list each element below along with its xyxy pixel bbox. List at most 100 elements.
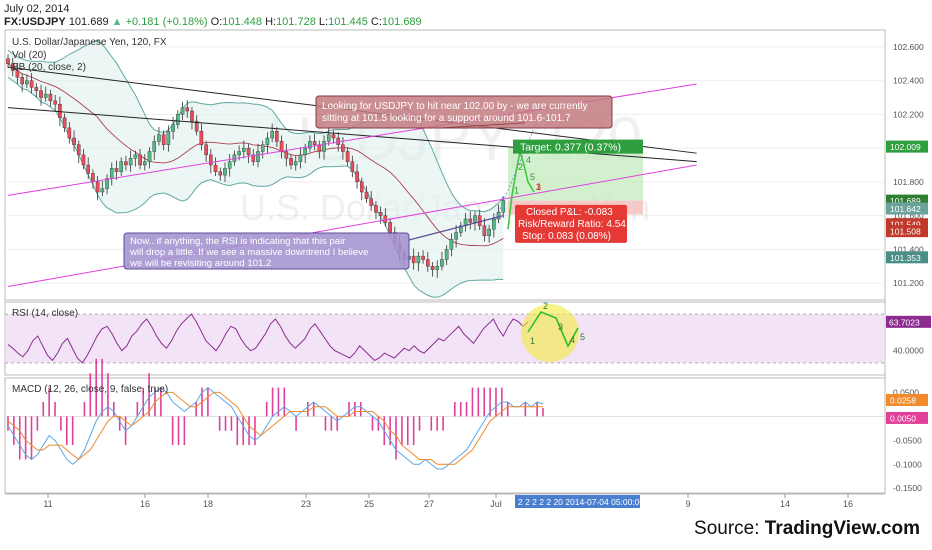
signal-line — [7, 391, 543, 465]
candle-body — [105, 178, 109, 189]
close-label: C: — [370, 16, 382, 28]
time-tick-label: 27 — [424, 499, 434, 509]
last-price: 101.689 — [68, 16, 109, 28]
rsi-pane-title: RSI (14, close) — [12, 308, 78, 319]
candle-body — [303, 147, 307, 156]
annotation-rsi-line: Now.. if anything, the RSI is indicating… — [130, 236, 346, 247]
projection-label: 2 — [518, 162, 523, 172]
projection-label: 4 — [526, 155, 531, 165]
projection-label: 1 — [514, 185, 519, 195]
price-tick-label: 101.600 — [893, 211, 924, 221]
candle-body — [312, 141, 317, 145]
close-value: 101.689 — [381, 16, 422, 28]
candle-body — [147, 151, 152, 162]
candle-body — [322, 141, 326, 152]
price-tick-label: 101.400 — [893, 244, 924, 254]
candle-body — [53, 100, 57, 105]
price-marker-label: 101.549 — [890, 220, 921, 230]
candle-body — [293, 161, 298, 166]
bollinger-lower — [7, 76, 504, 298]
candle-body — [237, 151, 241, 156]
change-up-icon: ▲ — [111, 16, 123, 28]
candle-body — [279, 141, 284, 152]
closed-pnl-label: Closed P&L: -0.083 — [526, 207, 613, 218]
rsi-projection-label: 5 — [580, 332, 585, 342]
macd-value-label: 0.0050 — [890, 413, 916, 423]
candle-body — [227, 161, 232, 169]
price-marker-label: 101.642 — [890, 204, 921, 214]
candle-body — [454, 232, 458, 240]
projection-label: 5 — [530, 172, 535, 182]
symbol-quote-line: FX:USDJPY 101.689 ▲ +0.181 (+0.18%) O:10… — [4, 16, 422, 28]
annotation-target-line: Looking for USDJPY to hit near 102.00 by… — [322, 101, 588, 112]
macd-tick-label: -0.1000 — [893, 459, 922, 469]
candle-body — [256, 151, 260, 162]
candle-body — [459, 225, 463, 233]
candle-body — [341, 144, 345, 152]
candle-body — [199, 131, 204, 145]
time-cursor-bg — [515, 495, 640, 508]
macd-pane — [4, 377, 886, 494]
candle-body — [468, 218, 473, 223]
rsi-line — [7, 313, 529, 364]
rsi-highlight — [521, 304, 579, 362]
candle-body — [496, 212, 501, 220]
projection-label: 1 — [536, 182, 541, 192]
candle-body — [270, 131, 274, 139]
candle-body — [128, 158, 133, 166]
candle-body — [91, 173, 95, 183]
candle-body — [72, 137, 76, 145]
candle-body — [119, 161, 124, 172]
candle-body — [289, 158, 293, 166]
candle-body — [58, 104, 62, 118]
candle-body — [350, 161, 355, 172]
candle-body — [6, 58, 10, 64]
candle-body — [265, 137, 270, 145]
candle-body — [242, 147, 246, 152]
time-tick-label: 18 — [203, 499, 213, 509]
candle-body — [449, 239, 454, 250]
candle-body — [171, 124, 175, 132]
candle-body — [388, 222, 392, 233]
annotation-rsi-line: will drop a little. If we see a massive … — [129, 247, 368, 258]
risk-reward-ratio-label: Risk/Reward Ratio: 4.54 — [518, 219, 626, 230]
open-label: O: — [210, 16, 223, 28]
candle-body — [114, 168, 119, 172]
candle-body — [378, 212, 383, 216]
indicator-label: BB (20, close, 2) — [12, 62, 86, 73]
candle-body — [133, 154, 138, 159]
symbol-label: FX:USDJPY — [4, 16, 66, 28]
candle-body — [194, 120, 199, 132]
candle-body — [487, 228, 491, 237]
candle-body — [142, 161, 147, 166]
candle-body — [275, 131, 279, 142]
annotation-rsi-pointer — [408, 215, 504, 241]
candle-body — [43, 93, 48, 98]
candle-body — [157, 134, 161, 142]
price-marker-label: 102.009 — [890, 142, 921, 152]
price-marker-label: 101.353 — [890, 253, 921, 263]
annotation-rsi-line: we will be revisiting around 101.2 — [129, 258, 271, 269]
indicator-label: Vol (20) — [12, 50, 46, 61]
candle-body — [477, 215, 482, 226]
rsi-tick-label: 40.0000 — [893, 346, 924, 356]
candle-body — [81, 154, 86, 166]
candle-body — [48, 93, 53, 102]
candle-body — [374, 205, 378, 213]
macd-value-bg — [886, 411, 928, 424]
candle-body — [218, 171, 223, 176]
candle-body — [15, 70, 20, 78]
candle-body — [100, 188, 105, 193]
price-marker-bg — [886, 225, 928, 238]
candle-body — [284, 151, 289, 159]
high-label: H: — [265, 16, 277, 28]
time-cursor-label: 2 2 2 2 2 20 2014-07-04 05:00:00 — [518, 497, 644, 507]
price-marker-label: 101.689 — [890, 196, 921, 206]
candle-body — [411, 255, 416, 264]
candle-body — [161, 134, 166, 145]
source-prefix: Source: — [694, 518, 765, 539]
candle-body — [298, 154, 303, 162]
annotation-rsi-bg — [123, 232, 410, 270]
candle-body — [355, 171, 359, 183]
